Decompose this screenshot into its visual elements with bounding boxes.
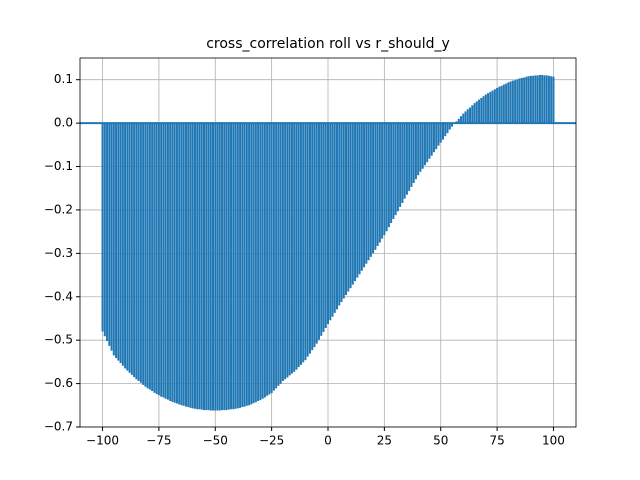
y-tick-label: −0.4 <box>44 289 73 303</box>
x-tick-label: 25 <box>377 434 392 448</box>
x-tick-label: −25 <box>259 434 284 448</box>
y-tick-label: −0.1 <box>44 159 73 173</box>
x-tick-label: 75 <box>489 434 504 448</box>
x-tick-label: 100 <box>542 434 565 448</box>
y-tick-label: −0.3 <box>44 246 73 260</box>
y-tick-label: −0.5 <box>44 333 73 347</box>
x-tick-label: 50 <box>433 434 448 448</box>
y-tick-label: −0.2 <box>44 202 73 216</box>
y-tick-label: 0.0 <box>54 116 73 130</box>
x-tick-label: 0 <box>324 434 332 448</box>
y-tick-label: −0.6 <box>44 376 73 390</box>
y-tick-label: 0.1 <box>54 72 73 86</box>
x-tick-label: −100 <box>86 434 119 448</box>
x-tick-label: −50 <box>203 434 228 448</box>
axes-frame <box>79 57 577 428</box>
chart-title: cross_correlation roll vs r_should_y <box>206 36 450 52</box>
x-tick-label: −75 <box>146 434 171 448</box>
y-tick-label: −0.7 <box>44 420 73 434</box>
